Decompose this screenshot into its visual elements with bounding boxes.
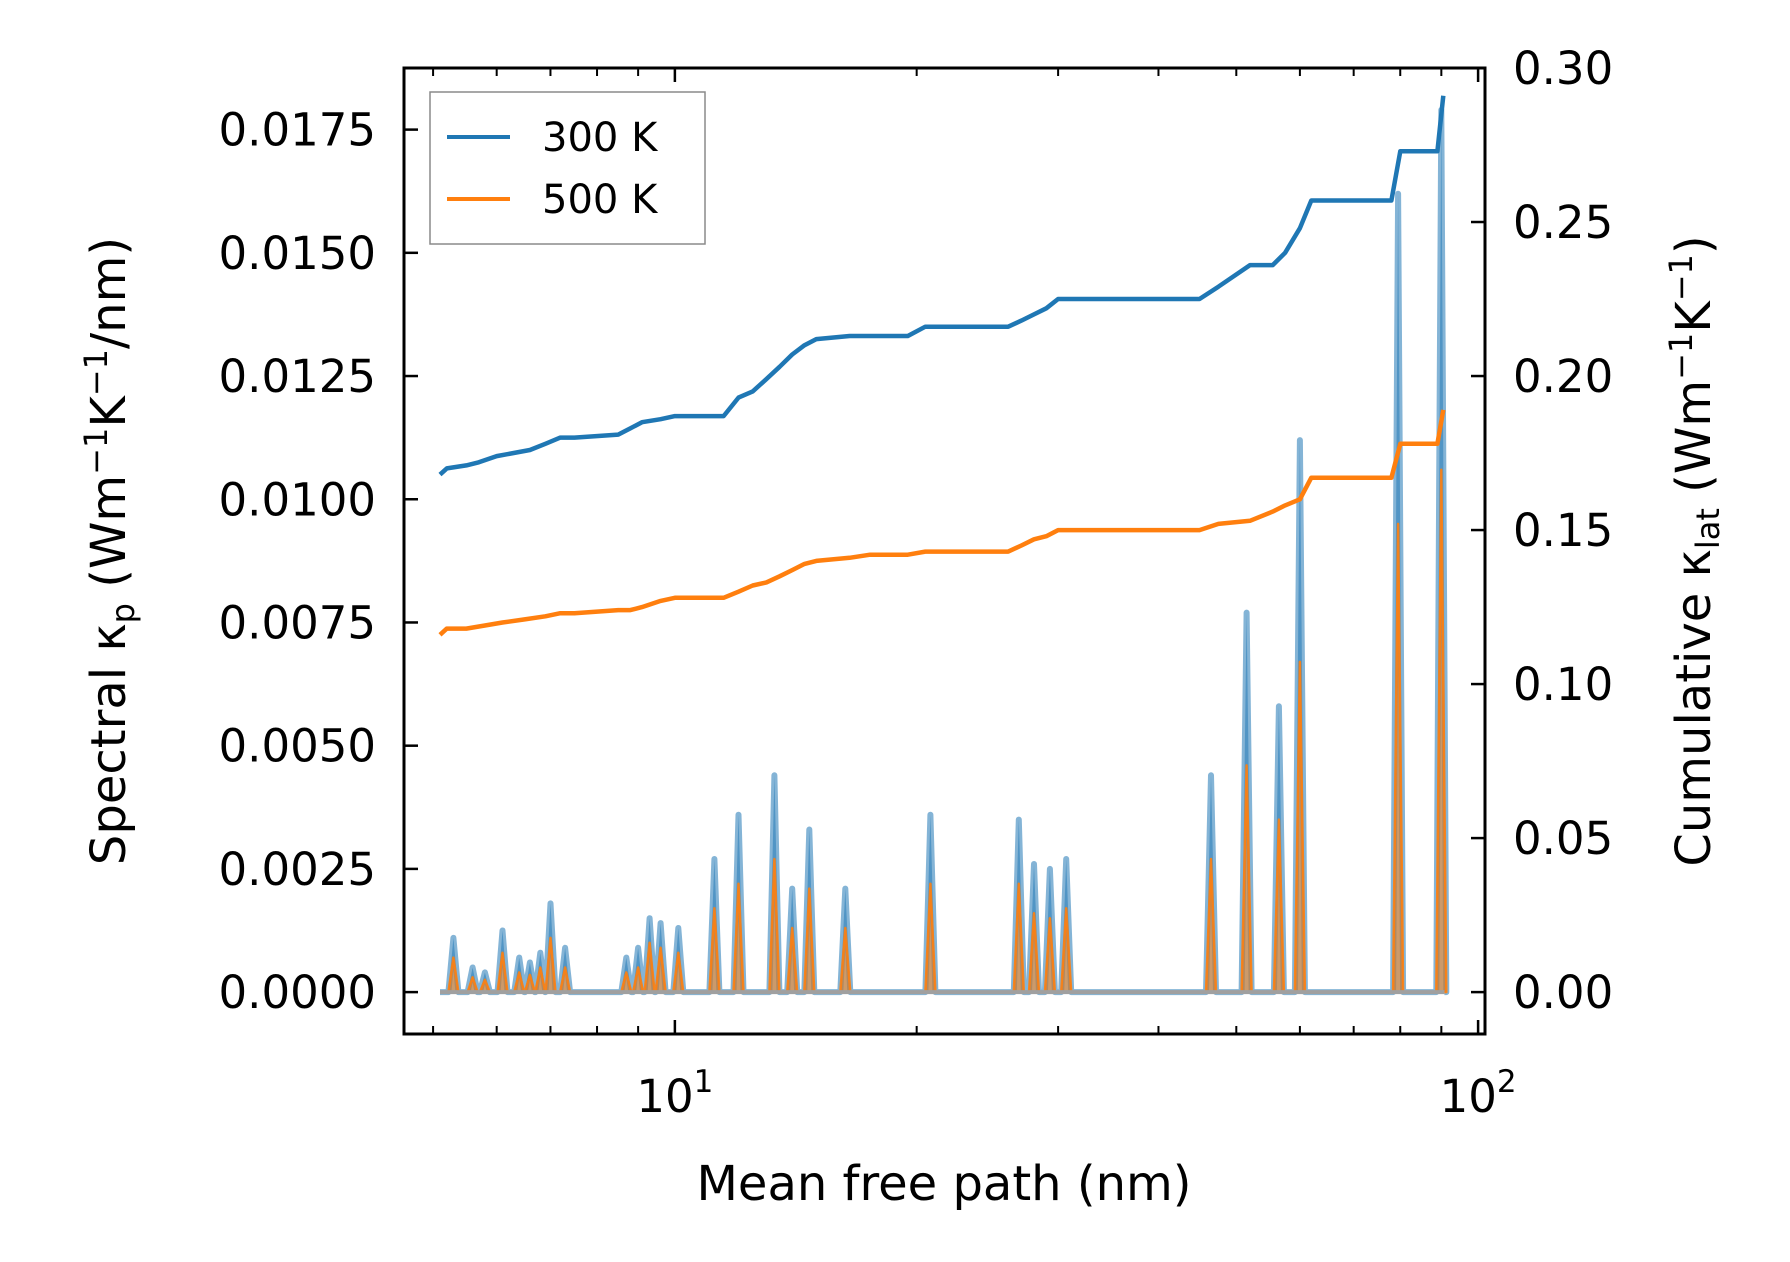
legend-label-300k: 300 K	[542, 115, 659, 161]
x-tick-label: 102	[1440, 1064, 1517, 1123]
y-left-tick-label: 0.0150	[219, 227, 376, 280]
y-right-title-units-mid: K	[1666, 300, 1722, 333]
y-left-title-prefix: Spectral κ	[81, 623, 137, 865]
y-right-title-sup2: −1	[1662, 254, 1700, 301]
y-left-title-sup1: −1	[77, 428, 115, 475]
y-left-title-units-mid: K	[81, 395, 137, 428]
y-left-title-units-start: (Wm	[81, 475, 137, 603]
legend-label-500k: 500 K	[542, 177, 659, 223]
y-right-tick-label: 0.10	[1513, 658, 1613, 711]
y-left-tick-label: 0.0000	[219, 966, 376, 1019]
y-left-title-units-end: /nm)	[81, 237, 137, 349]
y-axis-left-title: Spectral κp (Wm−1K−1/nm)	[77, 237, 142, 865]
legend: 300 K 500 K	[429, 91, 706, 245]
y-right-tick-label: 0.15	[1513, 504, 1613, 557]
y-right-tick-label: 0.20	[1513, 350, 1613, 403]
spectral-series-group	[439, 106, 1450, 996]
cumulative-line-500k	[438, 409, 1446, 637]
y-left-title-sup2: −1	[77, 349, 115, 396]
y-left-tick-label: 0.0075	[219, 596, 376, 649]
y-right-tick-label: 0.05	[1513, 812, 1613, 865]
y-left-tick-label: 0.0025	[219, 843, 376, 896]
y-right-title-subscript: lat	[1689, 508, 1727, 549]
x-axis-title: Mean free path (nm)	[697, 1156, 1192, 1212]
legend-box	[429, 91, 706, 245]
cumulative-series-group	[438, 95, 1446, 637]
y-left-tick-label: 0.0050	[219, 720, 376, 773]
cumulative-line-300k	[438, 95, 1446, 477]
y-axis-right-title: Cumulative κlat (Wm−1K−1)	[1662, 235, 1727, 866]
y-left-tick-label: 0.0175	[219, 104, 376, 157]
plot-frame	[402, 66, 1487, 1036]
y-left-tick-label: 0.0125	[219, 350, 376, 403]
y-right-title-units-end: )	[1666, 235, 1722, 254]
axis-ticks-group: 0.0000 0.0025 0.0050 0.0075 0.0100 0.0125 0.01…	[219, 42, 1614, 1123]
y-right-title-prefix: Cumulative κ	[1666, 549, 1722, 867]
y-right-title-units-start: (Wm	[1666, 380, 1722, 508]
y-right-tick-label: 0.00	[1513, 966, 1613, 1019]
y-left-tick-label: 0.0100	[219, 473, 376, 526]
y-right-tick-label: 0.25	[1513, 196, 1613, 249]
y-right-title-sup1: −1	[1662, 333, 1700, 380]
y-left-title-subscript: p	[104, 603, 142, 623]
x-tick-label: 101	[636, 1064, 713, 1123]
y-right-tick-label: 0.30	[1513, 42, 1613, 95]
